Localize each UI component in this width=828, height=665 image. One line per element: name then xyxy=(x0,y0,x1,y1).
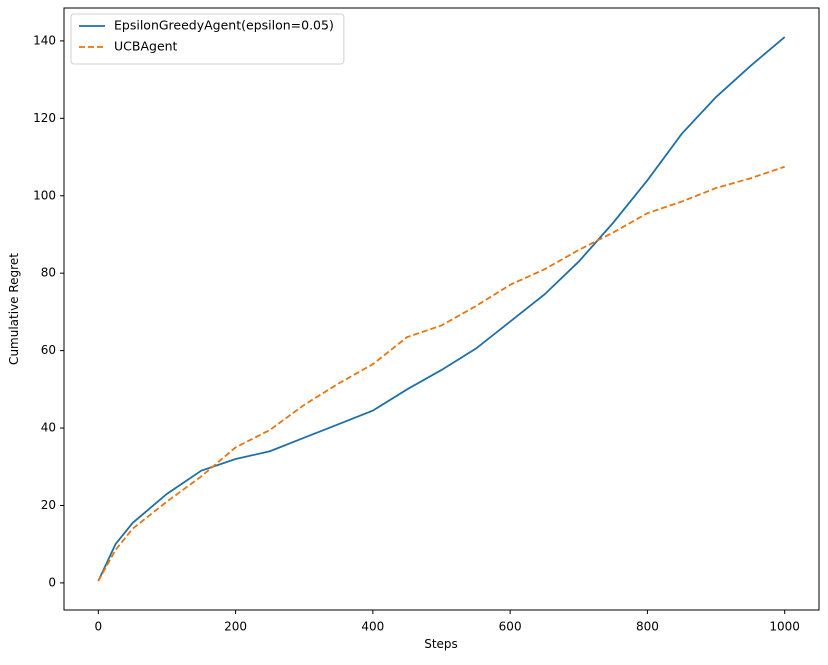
x-tick-label: 1000 xyxy=(769,620,800,634)
axes-frame xyxy=(63,7,820,611)
legend-label: EpsilonGreedyAgent(epsilon=0.05) xyxy=(114,18,334,33)
y-tick-label: 40 xyxy=(41,421,56,435)
legend-label: UCBAgent xyxy=(114,39,178,54)
x-axis-label: Steps xyxy=(424,637,458,651)
y-tick-label: 0 xyxy=(48,575,56,589)
y-axis-label: Cumulative Regret xyxy=(7,253,21,365)
y-tick-label: 80 xyxy=(41,266,56,280)
x-tick-label: 800 xyxy=(636,620,659,634)
x-tick-label: 600 xyxy=(499,620,522,634)
y-tick-label: 100 xyxy=(33,188,56,202)
y-tick-label: 60 xyxy=(41,343,56,357)
x-tick-label: 0 xyxy=(94,620,102,634)
x-tick-label: 200 xyxy=(224,620,247,634)
y-tick-label: 20 xyxy=(41,498,56,512)
series-line xyxy=(97,165,785,582)
series-line xyxy=(97,36,786,582)
legend-box xyxy=(70,13,345,65)
x-tick-label: 400 xyxy=(361,620,384,634)
y-tick-label: 120 xyxy=(33,111,56,125)
y-tick-label: 140 xyxy=(33,33,56,47)
legend: EpsilonGreedyAgent(epsilon=0.05) UCBAgent xyxy=(70,13,345,65)
